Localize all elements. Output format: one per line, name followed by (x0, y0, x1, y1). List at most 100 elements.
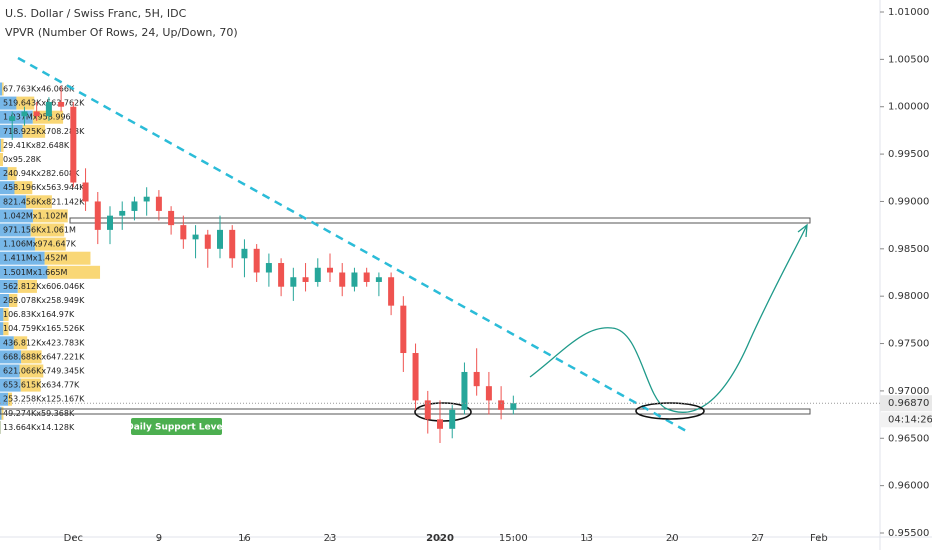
vp-up-bar (0, 124, 23, 138)
vp-down-bar (8, 392, 12, 406)
vp-down-bar (25, 195, 52, 209)
vp-label: 1.042Mx1.102M (3, 211, 67, 220)
vp-up-bar (0, 96, 17, 110)
vp-down-bar (9, 294, 18, 307)
vp-down-bar (13, 336, 28, 350)
candle-body (119, 210, 126, 216)
projection-arrow (797, 223, 808, 238)
candle-body (241, 248, 248, 259)
vp-down-bar (0, 153, 4, 166)
x-tick-label: 9 (156, 533, 162, 544)
vp-label: 253.258Kx125.167K (3, 395, 85, 404)
vp-label: 562.812Kx606.046K (3, 282, 85, 291)
candle-body (265, 263, 272, 273)
vp-label: 29.41Kx82.648K (3, 141, 70, 150)
vp-down-bar (22, 124, 46, 138)
candle-body (70, 106, 77, 183)
candle-body (302, 277, 309, 282)
vp-up-bar (0, 279, 18, 293)
vp-up-bar (0, 308, 4, 322)
resistance-zone (69, 217, 811, 224)
candle-body (327, 267, 333, 273)
x-tick-label: 15:00 (499, 533, 528, 544)
candle-body (82, 182, 89, 202)
vp-label: 104.759Kx165.526K (3, 324, 85, 333)
y-tick-label: 0.97500 (888, 339, 929, 350)
vp-label: 821.456Kx821.142K (3, 197, 85, 206)
vp-label: 0x95.28K (3, 155, 42, 164)
y-tick-label: 0.99000 (888, 196, 929, 207)
vp-label: 653.615Kx634.77K (3, 381, 80, 390)
candle-body (485, 386, 492, 401)
vp-label: 67.763Kx46.066K (3, 85, 75, 94)
candle-body (461, 371, 468, 410)
vp-down-bar (32, 209, 68, 223)
candle-body (58, 101, 65, 107)
candle-body (168, 210, 175, 226)
candle-body (510, 403, 517, 410)
candle-body (180, 225, 187, 240)
vp-label: 1.501Mx1.665M (3, 268, 67, 277)
vp-up-bar (0, 406, 2, 420)
y-tick-label: 0.95500 (888, 528, 929, 539)
volume-profile: 67.763Kx46.066K 519.643Kx563.762K 1.037Mx9… (0, 82, 101, 434)
vp-label: 971.156Kx1.061M (3, 226, 76, 235)
vp-up-bar (0, 350, 22, 364)
candle-body (94, 201, 101, 230)
x-tick-label: 16 (238, 533, 251, 544)
candle-body (388, 277, 395, 306)
vp-label: 289.078Kx258.949K (3, 296, 85, 305)
countdown-box (880, 412, 932, 428)
candle-body (21, 111, 28, 117)
candle-body (229, 229, 236, 259)
support-zone (0, 408, 811, 415)
vp-up-bar (0, 223, 31, 237)
last-price-label: 0.96870 (888, 398, 929, 409)
candle-body (412, 353, 419, 401)
candle-body (143, 196, 150, 202)
projection-path (529, 224, 808, 413)
vp-up-bar (0, 167, 8, 181)
vp-down-bar (3, 322, 9, 336)
y-tick-label: 0.98000 (888, 291, 929, 302)
candle-body (45, 101, 52, 117)
vp-label: 458.196Kx563.944K (3, 183, 85, 192)
candle-body (339, 272, 346, 287)
vp-down-bar (7, 167, 17, 181)
y-tick-label: 1.01000 (888, 7, 929, 18)
vp-label: 718.925Kx708.283K (3, 127, 85, 136)
candle-body (449, 409, 456, 429)
vp-up-bar (0, 209, 33, 223)
vp-up-bar (0, 237, 35, 251)
vp-down-bar (32, 110, 64, 124)
candle-body (253, 248, 260, 273)
vp-down-bar (2, 82, 4, 96)
vp-up-bar (0, 251, 45, 265)
vp-down-bar (47, 265, 101, 279)
candle-body (437, 419, 443, 429)
chart-subtitle: VPVR (Number Of Rows, 24, Up/Down, 70) (5, 26, 238, 39)
candle-body (498, 400, 505, 410)
x-tick-label: 23 (324, 533, 337, 544)
vp-label: 436.812Kx423.783K (3, 338, 85, 347)
candle-body (351, 272, 358, 287)
y-tick-label: 1.00000 (888, 102, 929, 113)
x-tick-label: 27 (751, 533, 764, 544)
vp-up-bar (0, 336, 14, 350)
candle-body (155, 196, 162, 211)
vp-down-bar (20, 378, 41, 392)
vp-up-bar (0, 138, 1, 152)
y-tick-label: 1.00500 (888, 54, 929, 65)
candle-body (192, 234, 199, 240)
countdown-label: 04:14:26 (888, 415, 932, 426)
vp-up-bar (0, 265, 48, 279)
candle-body (473, 371, 480, 387)
vp-up-bar (0, 181, 15, 195)
vp-up-bar (0, 195, 26, 209)
x-tick-label: Feb (810, 533, 828, 544)
chart-title: U.S. Dollar / Swiss Franc, 5H, IDC (5, 7, 187, 20)
vp-down-bar (16, 96, 35, 110)
vp-label: 668.688Kx647.221K (3, 352, 85, 361)
x-tick-label: Dec (64, 533, 83, 544)
